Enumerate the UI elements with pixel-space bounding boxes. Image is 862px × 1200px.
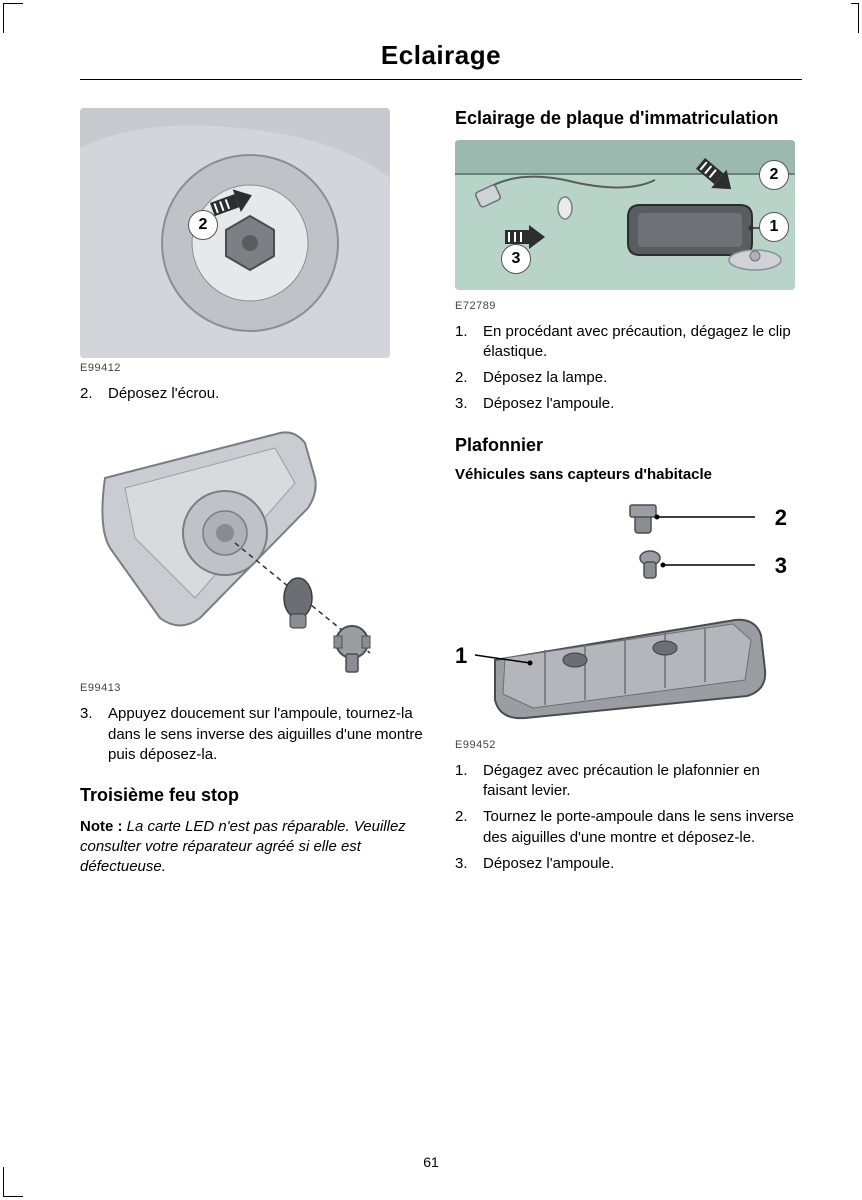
note-body: La carte LED n'est pas réparable. Veuill… xyxy=(80,818,406,876)
step-text: Tournez le porte-ampoule dans le sens in… xyxy=(483,807,802,848)
step-text: En procédant avec précaution, dégagez le… xyxy=(483,322,802,363)
list-item: 3. Déposez l'ampoule. xyxy=(455,394,802,414)
callout-3: 3 xyxy=(501,244,531,274)
list-item: 2. Déposez la lampe. xyxy=(455,368,802,388)
step-text: Déposez la lampe. xyxy=(483,368,607,388)
crop-mark-bottom-left xyxy=(3,1167,23,1197)
step-number: 1. xyxy=(455,322,473,363)
note-led: Note : La carte LED n'est pas réparable.… xyxy=(80,817,427,878)
callout-2: 2 xyxy=(759,160,789,190)
step-number: 3. xyxy=(455,854,473,874)
page-title: Eclairage xyxy=(80,40,802,71)
title-rule xyxy=(80,79,802,80)
heading-ceiling: Plafonnier xyxy=(455,435,802,457)
left-column: 2 E99412 2. Déposez l'écrou. xyxy=(80,108,427,880)
note-label: Note : xyxy=(80,818,123,835)
step-text: Appuyez doucement sur l'ampoule, tournez… xyxy=(108,704,427,765)
figure-nut: 2 xyxy=(80,108,390,358)
figure-license-plate: 2 1 3 xyxy=(455,140,795,290)
step-number: 3. xyxy=(455,394,473,414)
heading-third-stop: Troisième feu stop xyxy=(80,785,427,807)
step-number: 2. xyxy=(455,368,473,388)
step-text: Dégagez avec précaution le plafonnier en… xyxy=(483,761,802,802)
crop-mark-top-left xyxy=(3,3,23,33)
step-list-2: 3. Appuyez doucement sur l'ampoule, tour… xyxy=(80,704,427,765)
step-text: Déposez l'ampoule. xyxy=(483,854,614,874)
step-list-1: 2. Déposez l'écrou. xyxy=(80,384,427,404)
figure-code: E99412 xyxy=(80,362,427,374)
step-number: 2. xyxy=(455,807,473,848)
label-2: 2 xyxy=(775,505,787,531)
heading-license-plate: Eclairage de plaque d'immatriculation xyxy=(455,108,802,130)
label-1: 1 xyxy=(455,643,467,669)
ceiling-steps: 1. Dégagez avec précaution le plafonnier… xyxy=(455,761,802,874)
callout-2: 2 xyxy=(188,210,218,240)
page-number: 61 xyxy=(0,1154,862,1170)
step-text: Déposez l'ampoule. xyxy=(483,394,614,414)
figure-code: E99452 xyxy=(455,739,802,751)
list-item: 1. En procédant avec précaution, dégagez… xyxy=(455,322,802,363)
figure-taillight xyxy=(80,418,390,678)
step-number: 3. xyxy=(80,704,98,765)
plate-steps: 1. En procédant avec précaution, dégagez… xyxy=(455,322,802,415)
right-column: Eclairage de plaque d'immatriculation xyxy=(455,108,802,880)
step-text: Déposez l'écrou. xyxy=(108,384,219,404)
crop-mark-top-right xyxy=(851,3,859,33)
list-item: 2. Déposez l'écrou. xyxy=(80,384,427,404)
step-number: 1. xyxy=(455,761,473,802)
step-number: 2. xyxy=(80,384,98,404)
content-columns: 2 E99412 2. Déposez l'écrou. xyxy=(80,108,802,880)
figure-code: E99413 xyxy=(80,682,427,694)
label-3: 3 xyxy=(775,553,787,579)
list-item: 1. Dégagez avec précaution le plafonnier… xyxy=(455,761,802,802)
page-header: Eclairage xyxy=(80,40,802,71)
figure-code: E72789 xyxy=(455,300,802,312)
list-item: 3. Appuyez doucement sur l'ampoule, tour… xyxy=(80,704,427,765)
figure-ceiling-lamp: 1 2 3 xyxy=(455,495,795,735)
subheading-no-sensors: Véhicules sans capteurs d'habitacle xyxy=(455,466,802,485)
callout-1: 1 xyxy=(759,212,789,242)
list-item: 2. Tournez le porte-ampoule dans le sens… xyxy=(455,807,802,848)
list-item: 3. Déposez l'ampoule. xyxy=(455,854,802,874)
